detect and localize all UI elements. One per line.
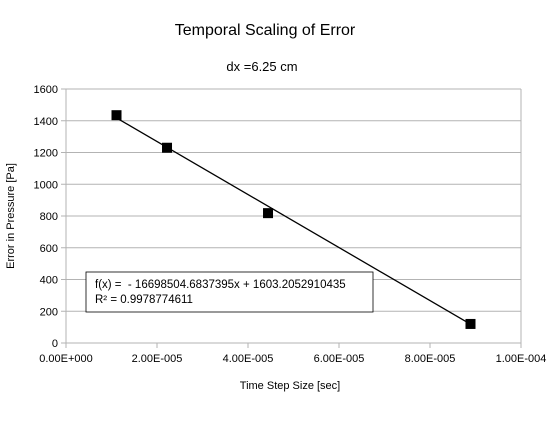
- trendline: [116, 117, 471, 325]
- y-tick-label: 400: [40, 275, 58, 287]
- x-axis-title: Time Step Size [sec]: [240, 380, 340, 392]
- y-tick-label: 800: [40, 211, 58, 223]
- y-tick-label: 1400: [34, 116, 58, 128]
- trendline-line: [116, 117, 471, 325]
- x-tick-label: 2.00E-005: [132, 353, 183, 365]
- x-tick-label: 0.00E+000: [39, 353, 93, 365]
- x-tick-label: 4.00E-005: [223, 353, 274, 365]
- equation-box: f(x) = - 16698504.6837395x + 1603.205291…: [85, 271, 374, 313]
- trendline-r2: R² = 0.9978774611: [95, 294, 193, 306]
- y-tick-label: 1000: [34, 179, 58, 191]
- y-tick-label: 600: [40, 243, 58, 255]
- data-points: [111, 110, 476, 329]
- chart-subtitle: dx =6.25 cm: [226, 59, 297, 74]
- axes: [61, 88, 522, 348]
- data-point-marker: [465, 318, 476, 329]
- y-tick-labels: 0 200 400 600 800 1000 1200 1400 1600: [34, 84, 58, 350]
- y-tick-label: 0: [52, 338, 58, 350]
- data-point-marker: [162, 142, 173, 153]
- x-tick-labels: 0.00E+000 2.00E-005 4.00E-005 6.00E-005 8.00…: [39, 353, 546, 365]
- trendline-equation: f(x) = - 16698504.6837395x + 1603.205291…: [95, 279, 346, 291]
- y-tick-label: 1200: [34, 148, 58, 160]
- y-tick-label: 200: [40, 306, 58, 318]
- y-tick-label: 1600: [34, 84, 58, 96]
- x-tick-label: 6.00E-005: [314, 353, 365, 365]
- data-point-marker: [263, 208, 274, 219]
- chart-title: Temporal Scaling of Error: [175, 22, 356, 39]
- x-tick-label: 8.00E-005: [405, 353, 456, 365]
- y-axis-title: Error in Pressure [Pa]: [5, 163, 17, 269]
- x-tick-label: 1.00E-004: [496, 353, 547, 365]
- data-point-marker: [111, 110, 122, 121]
